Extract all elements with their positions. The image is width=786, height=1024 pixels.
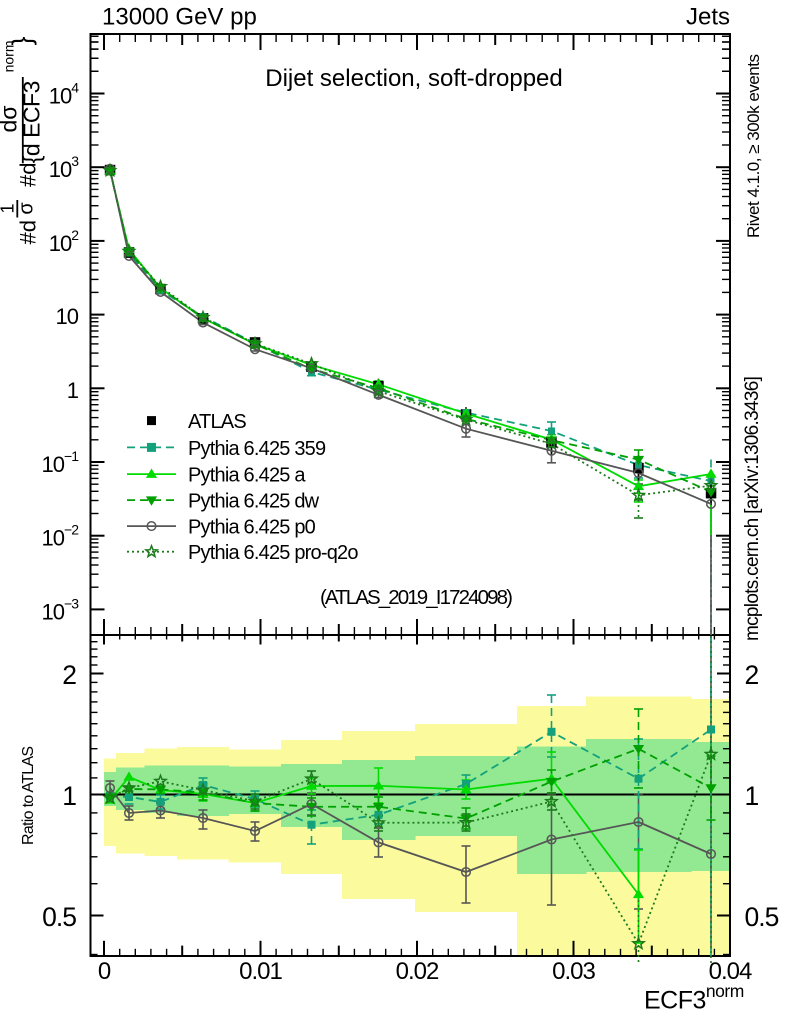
svg-text:#d: #d xyxy=(16,220,41,244)
svg-text:1: 1 xyxy=(745,781,759,811)
svg-text:1: 1 xyxy=(62,781,76,811)
svg-text:2: 2 xyxy=(62,660,76,690)
svg-text:1: 1 xyxy=(0,203,18,213)
svg-text:2: 2 xyxy=(745,660,759,690)
svg-text:#d: #d xyxy=(16,163,41,187)
svg-text:(ATLAS_2019_I1724098): (ATLAS_2019_I1724098) xyxy=(320,586,512,609)
svg-text:Pythia 6.425 pro-q2o: Pythia 6.425 pro-q2o xyxy=(188,542,358,564)
svg-text:1: 1 xyxy=(67,378,79,403)
svg-text:Rivet 4.1.0, ≥ 300k events: Rivet 4.1.0, ≥ 300k events xyxy=(744,55,763,238)
svg-text:Pythia 6.425 359: Pythia 6.425 359 xyxy=(188,438,326,460)
svg-text:Jets: Jets xyxy=(686,4,730,31)
svg-text:0.5: 0.5 xyxy=(42,902,76,932)
svg-text:norm: norm xyxy=(1,40,17,72)
svg-text:σ: σ xyxy=(16,202,38,215)
svg-text:0.02: 0.02 xyxy=(396,958,439,985)
svg-text:}: } xyxy=(7,36,37,45)
svg-text:dσ: dσ xyxy=(0,106,21,133)
svg-text:0.5: 0.5 xyxy=(745,902,779,932)
svg-text:Pythia 6.425 p0: Pythia 6.425 p0 xyxy=(188,517,316,539)
svg-text:0: 0 xyxy=(98,958,111,985)
svg-text:0.03: 0.03 xyxy=(552,958,595,985)
svg-text:Pythia 6.425 a: Pythia 6.425 a xyxy=(188,465,306,487)
svg-text:0.01: 0.01 xyxy=(239,958,282,985)
svg-text:ATLAS: ATLAS xyxy=(188,411,246,433)
svg-text:mcplots.cern.ch [arXiv:1306.34: mcplots.cern.ch [arXiv:1306.3436] xyxy=(742,377,763,641)
svg-text:0.04: 0.04 xyxy=(709,958,752,985)
svg-text:13000 GeV pp: 13000 GeV pp xyxy=(102,4,257,31)
svg-text:Dijet selection, soft-dropped: Dijet selection, soft-dropped xyxy=(265,65,563,92)
svg-text:10: 10 xyxy=(56,304,79,329)
svg-text:Pythia 6.425 dw: Pythia 6.425 dw xyxy=(188,491,320,513)
svg-text:{d ECF3: {d ECF3 xyxy=(19,81,45,163)
svg-text:Ratio to ATLAS: Ratio to ATLAS xyxy=(20,747,37,845)
